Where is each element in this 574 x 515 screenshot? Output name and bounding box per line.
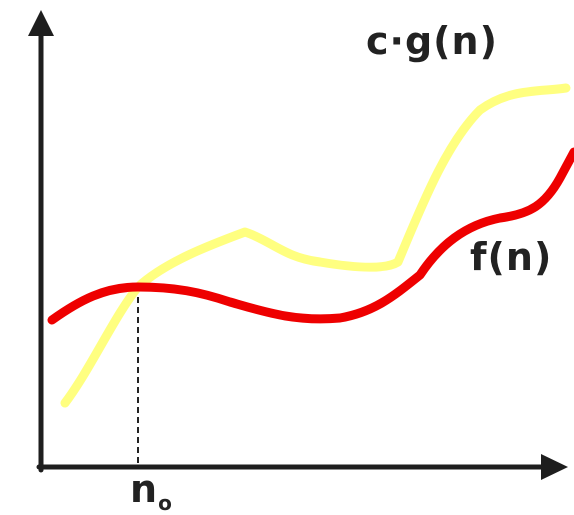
threshold-label-subscript: o xyxy=(158,491,172,515)
x-axis-arrowhead xyxy=(541,454,568,480)
y-axis-arrowhead xyxy=(28,10,54,36)
threshold-label: no xyxy=(130,467,172,513)
lower-curve-label: f(n) xyxy=(470,235,553,279)
threshold-label-main: n xyxy=(130,467,158,511)
function-curve xyxy=(47,147,574,325)
upper-curve-label: c·g(n) xyxy=(366,19,498,63)
